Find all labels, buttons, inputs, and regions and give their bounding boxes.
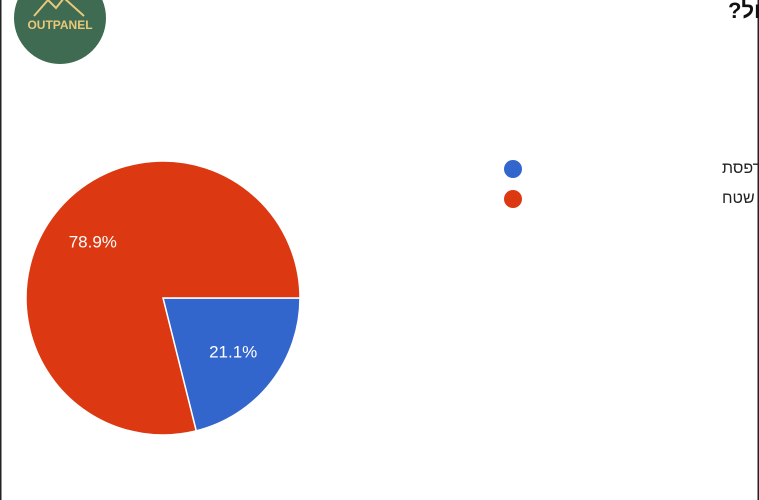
legend-label: מפת סימון שבילים מודפסת [722, 159, 759, 177]
slice-label: 78.9% [69, 233, 117, 252]
legend-label: אפליקציות ניווט שטח [722, 189, 759, 207]
legend-swatch [504, 190, 522, 208]
pie-slice [25, 160, 301, 436]
slice-label: 21.1% [209, 342, 257, 361]
legend-swatch [504, 160, 522, 178]
logo-text: OUTPANEL [27, 18, 92, 32]
logo: OUTPANEL [14, 0, 106, 64]
chart-title: כיצד את/ה מנווט בטיול? [728, 0, 759, 23]
pie-slice [162, 297, 301, 432]
logo-mountains [33, 0, 85, 17]
